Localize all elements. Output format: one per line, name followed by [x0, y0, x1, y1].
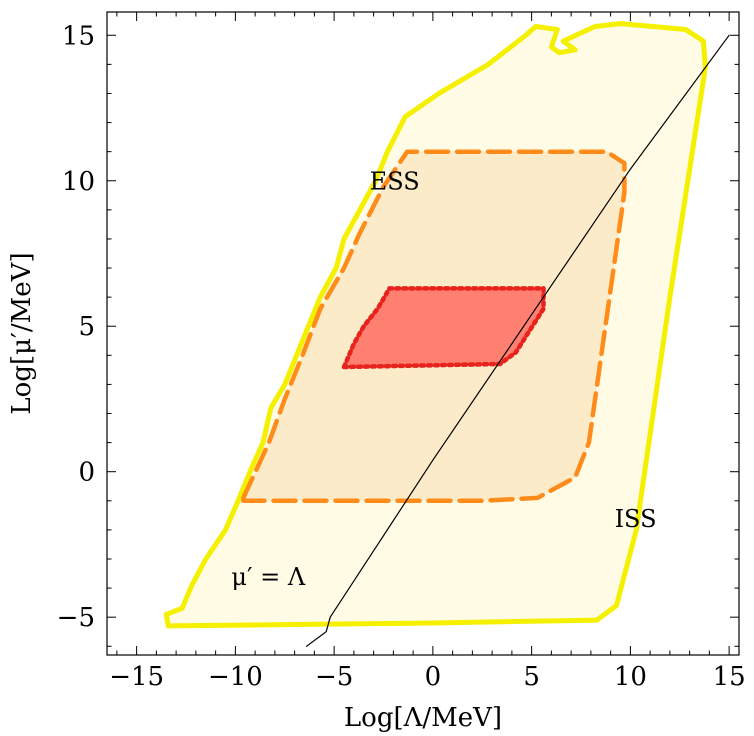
- y-tick-label: 10: [62, 167, 95, 197]
- annotations: ESS ISS μ′ = Λ: [231, 167, 656, 591]
- y-tick-label: −5: [57, 603, 95, 633]
- x-tick-label: −15: [109, 662, 164, 692]
- plot-frame: [106, 11, 740, 656]
- annotation: μ′ = Λ: [231, 563, 305, 591]
- x-tick-label: 0: [425, 662, 442, 692]
- annotation: ESS: [370, 167, 420, 195]
- y-axis-label: Log[μ′/MeV]: [7, 252, 37, 414]
- regions: [163, 21, 730, 647]
- y-tick-label: 5: [78, 312, 95, 342]
- x-tick-label: −10: [208, 662, 263, 692]
- x-tick-label: 15: [713, 662, 746, 692]
- x-tick-label: 10: [614, 662, 647, 692]
- annotation: ISS: [615, 505, 657, 533]
- y-tick-label: 0: [78, 458, 95, 488]
- x-axis-label: Log[Λ/MeV]: [344, 703, 502, 733]
- x-tick-label: 5: [523, 662, 540, 692]
- y-tick-label: 15: [62, 21, 95, 51]
- region-diagonal: [305, 34, 730, 647]
- region-inner: [341, 286, 546, 370]
- ticks: −15 −10 −5 0 5 10 15 −5 0 5 10 15: [57, 12, 746, 692]
- x-tick-label: −5: [315, 662, 353, 692]
